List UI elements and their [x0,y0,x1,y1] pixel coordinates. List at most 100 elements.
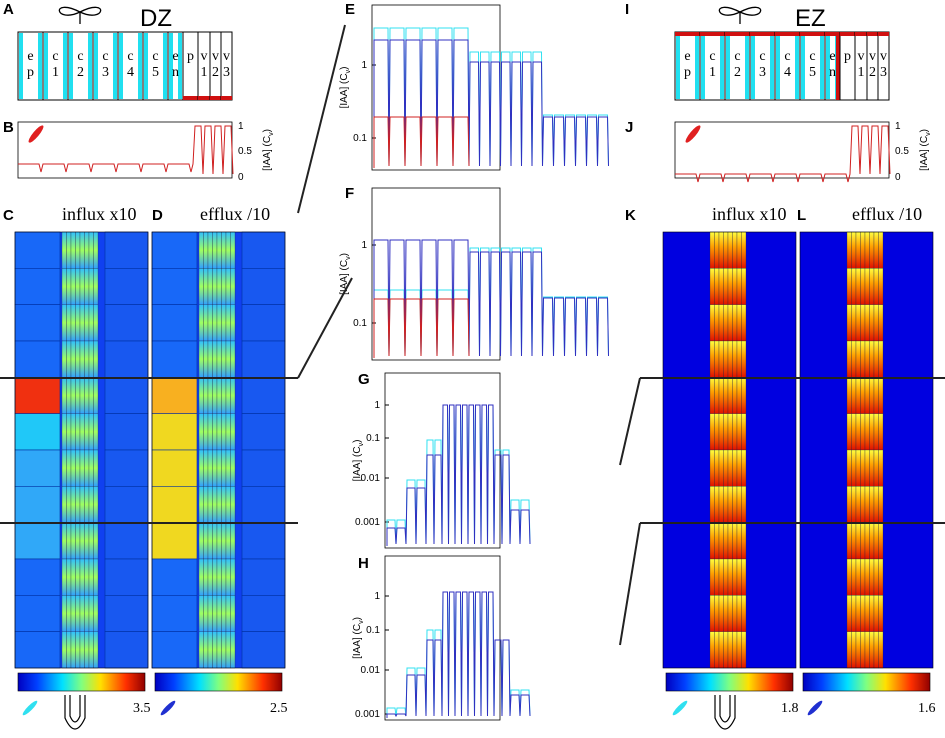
cyan-edge [770,33,774,99]
plot-frame [17,121,233,179]
zoom-line [619,522,641,646]
vascular-stripe [221,413,227,451]
vascular-stripe [846,268,852,305]
vascular-stripe [723,486,729,523]
vascular-stripe [198,268,204,305]
cell [839,31,856,101]
vascular-stripe [203,231,209,269]
cell-tile [151,449,198,487]
cell-tile [104,558,149,596]
vascular-stripe [70,377,76,414]
vascular-stripe [864,595,870,632]
label-part: [IAA] (C [352,624,363,659]
vascular-stripe [61,231,67,269]
heatmap-frame [799,231,934,669]
cell-tile [241,522,286,560]
cyan-edge [138,33,142,99]
cell-label: v [880,49,887,64]
y-tick-label: 0.1 [366,625,380,636]
vascular-stripe [79,558,85,596]
vascular-stripe [860,340,866,378]
vascular-stripe [732,268,738,305]
vascular-stripe [230,486,236,523]
vascular-stripe [851,377,857,414]
vascular-stripe [732,449,738,487]
vascular-stripe [203,377,209,414]
plot-frame [674,121,890,179]
red-edge [750,32,775,36]
cyan-edge [19,33,23,99]
vascular-stripe [736,304,742,342]
cyan-edge [726,33,730,99]
vascular-stripe [221,449,227,487]
heatmap-frame [151,231,286,669]
vascular-stripe [709,304,715,342]
vascular-stripe [869,268,875,305]
vascular-stripe [723,595,729,632]
vascular-stripe [79,486,85,523]
y-tick-label: 0.1 [353,318,367,329]
cyan-edge [119,33,123,99]
vascular-stripe [93,268,99,305]
cell-tile [14,231,61,269]
red-edge [867,32,878,36]
vascular-stripe [860,231,866,269]
cell-tile [104,631,149,669]
vascular-stripe [718,340,724,378]
cyan-edge [69,33,73,99]
vascular-stripe [88,449,94,487]
vascular-stripe [741,631,747,669]
vascular-stripe [741,304,747,342]
vascular-stripe [207,486,213,523]
vascular-stripe [212,558,218,596]
vascular-stripe [736,340,742,378]
cell-label: c [77,49,83,64]
vascular-stripe [846,631,852,669]
vascular-stripe [61,631,67,669]
cell-label: e [27,49,33,64]
vascular-stripe [70,631,76,669]
label-sub: v [925,132,932,136]
cell-label: 2 [212,65,219,80]
cyan-edge [695,33,699,99]
vascular-stripe [741,522,747,560]
vascular-stripe [714,377,720,414]
leaf-icon [718,6,762,24]
red-edge [221,96,232,100]
label-part: ) [339,67,350,70]
vascular-stripe [75,304,81,342]
cell-label: 2 [77,65,84,80]
vascular-stripe [225,558,231,596]
vascular-stripe [864,522,870,560]
vascular-stripe [221,304,227,342]
vascular-stripe [741,340,747,378]
y-tick-label: 0.01 [361,665,381,676]
vascular-stripe [207,413,213,451]
vascular-stripe [203,304,209,342]
vascular-stripe [84,413,90,451]
vascular-stripe [198,304,204,342]
cell-label: c [734,49,740,64]
cell-label: p [27,65,34,80]
vascular-stripe [203,558,209,596]
vascular-stripe [221,231,227,269]
vascular-stripe [709,558,715,596]
vascular-stripe [79,268,85,305]
cell-label: e [829,49,835,64]
vascular-stripe [84,377,90,414]
vascular-stripe [79,231,85,269]
vascular-stripe [869,231,875,269]
cell-tile [104,413,149,451]
vascular-stripe [79,631,85,669]
vascular-stripe [198,449,204,487]
vascular-stripe [66,377,72,414]
vascular-stripe [198,558,204,596]
colorbar-max: 1.6 [918,701,936,716]
cell-label: 2 [734,65,741,80]
vascular-stripe [878,377,884,414]
label-part: [IAA] (C [339,73,350,108]
vascular-stripe [88,558,94,596]
cell-tile [14,631,61,669]
vascular-stripe [873,413,879,451]
vascular-stripe [878,413,884,451]
